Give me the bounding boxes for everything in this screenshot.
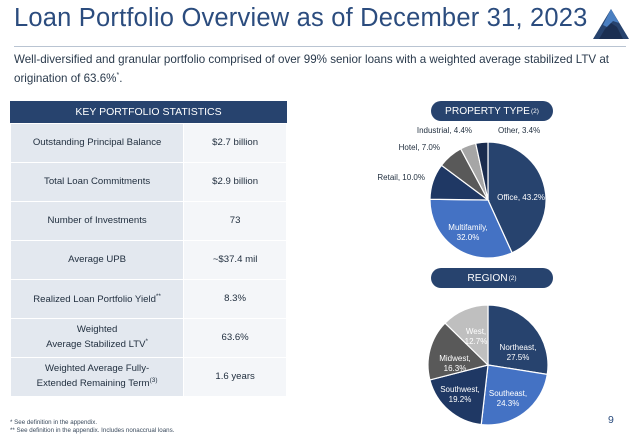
stat-label-line1: Weighted: [76, 324, 118, 336]
company-logo-icon: [593, 9, 629, 39]
stat-value: 63.6%: [183, 318, 287, 358]
pie-label-southeast: Southeast, 24.3%: [489, 389, 527, 408]
pie-slice-west: [444, 304, 489, 367]
pie-label-west: West, 12.7%: [465, 327, 488, 346]
stat-label: Number of Investments: [9, 201, 185, 241]
table-row: Average UPB ~$37.4 mil: [9, 240, 287, 280]
pie-slice-southwest: [429, 364, 489, 426]
stat-label-line1: Weighted Average Fully-: [45, 363, 150, 375]
pie-label-other: Other, 3.4%: [498, 126, 540, 135]
pie-label-midwest: Midwest, 16.3%: [439, 354, 471, 373]
subtitle-footnote-marker: *: [116, 72, 120, 79]
footnote-2: ** See definition in the appendix. Inclu…: [10, 426, 175, 434]
subtitle-end: .: [119, 71, 123, 85]
footnotes: * See definition in the appendix. ** See…: [10, 419, 174, 434]
footnote-1: * See definition in the appendix.: [10, 419, 98, 426]
stat-label-text: Realized Loan Portfolio Yield: [33, 294, 156, 306]
pie-label-retail: Retail, 10.0%: [377, 173, 425, 182]
pie-slice-other: [474, 141, 489, 201]
table-row: Number of Investments 73: [9, 201, 287, 241]
stat-label: Average UPB: [9, 240, 185, 280]
stat-value: ~$37.4 mil: [183, 240, 287, 280]
subtitle-text: Well-diversified and granular portfolio …: [14, 53, 610, 85]
region-title: REGION (2): [431, 268, 553, 288]
page-subtitle: Well-diversified and granular portfolio …: [14, 52, 626, 87]
stat-value: 73: [183, 201, 287, 241]
stat-label-line2: Extended Remaining Term: [36, 378, 150, 390]
table-row: Total Loan Commitments $2.9 billion: [9, 162, 287, 202]
pie-label-northeast: Northeast, 27.5%: [500, 343, 537, 362]
stat-label-footnote: (3): [149, 377, 158, 385]
stat-label: Total Loan Commitments: [9, 162, 185, 202]
stat-label-footnote: **: [155, 293, 161, 301]
stat-value: 8.3%: [183, 279, 287, 319]
table-row: Realized Loan Portfolio Yield** 8.3%: [9, 279, 287, 319]
stat-label: Weighted Average Fully- Extended Remainin…: [9, 357, 185, 397]
stat-label: Realized Loan Portfolio Yield**: [9, 279, 185, 319]
stats-table: Outstanding Principal Balance $2.7 billi…: [9, 123, 287, 397]
stat-value: 1.6 years: [183, 357, 287, 397]
pie-label-multifamily: Multifamily, 32.0%: [448, 223, 487, 242]
pie-slice-southeast: [480, 364, 548, 426]
pie-label-office: Office, 43.2%: [497, 193, 545, 202]
stat-label-line2-wrap: Extended Remaining Term(3): [15, 375, 179, 390]
stat-value: $2.7 billion: [183, 123, 287, 163]
property-type-title-footnote: (2): [530, 107, 539, 115]
stat-label-line2-wrap: Average Stabilized LTV*: [15, 336, 179, 351]
pie-slice-northeast: [487, 304, 549, 376]
pie-slice-multifamily: [429, 198, 513, 259]
region-title-footnote: (2): [508, 274, 517, 282]
property-type-title-text: PROPERTY TYPE: [445, 105, 530, 117]
pie-label-hotel: Hotel, 7.0%: [399, 143, 440, 152]
title-divider: [14, 46, 626, 47]
pie-label-southwest: Southwest, 19.2%: [440, 385, 480, 404]
stats-table-header: KEY PORTFOLIO STATISTICS: [10, 101, 287, 123]
page-number: 9: [608, 414, 614, 426]
page-title: Loan Portfolio Overview as of December 3…: [14, 4, 588, 32]
table-row: Weighted Average Stabilized LTV* 63.6%: [9, 318, 287, 358]
pie-label-industrial: Industrial, 4.4%: [417, 126, 472, 135]
region-title-text: REGION: [467, 272, 508, 284]
pie-slice-office: [487, 141, 547, 254]
stat-label-footnote: *: [145, 338, 149, 346]
stat-label: Weighted Average Stabilized LTV*: [9, 318, 185, 358]
pie-slice-midwest: [427, 322, 490, 381]
property-type-title: PROPERTY TYPE (2): [431, 101, 553, 121]
stat-label-line2: Average Stabilized LTV: [46, 339, 146, 351]
table-row: Weighted Average Fully- Extended Remainin…: [9, 357, 287, 397]
stat-value: $2.9 billion: [183, 162, 287, 202]
